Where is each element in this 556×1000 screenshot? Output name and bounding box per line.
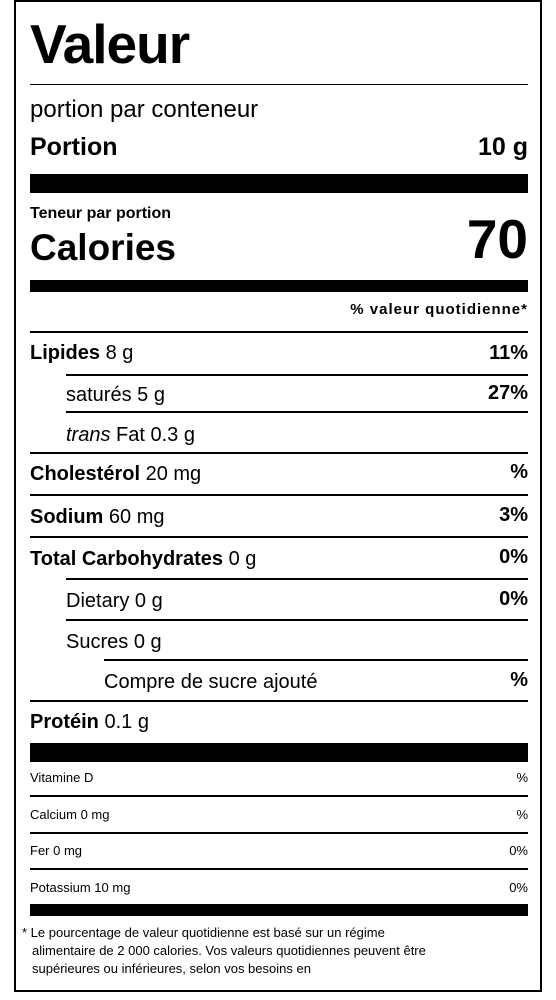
daily-value-header: % valeur quotidienne* (350, 301, 528, 318)
divider (104, 659, 528, 661)
nutrient-row-dietary-fiber: Dietary 0 g (66, 589, 163, 613)
divider (30, 331, 528, 333)
divider (30, 700, 528, 702)
nutrient-amount: 5 g (137, 384, 165, 406)
nutrient-name: Compre de sucre ajouté (104, 671, 318, 693)
nutrient-amount: 0 g (133, 631, 162, 653)
nutrient-amount: 0 g (228, 548, 257, 570)
nutrient-row-cholesterol: Cholestérol 20 mg (30, 462, 201, 486)
divider (30, 868, 528, 870)
nutrient-row-protein: Protéin 0.1 g (30, 710, 149, 734)
label-title: Valeur (30, 13, 190, 75)
divider (30, 795, 528, 797)
thick-divider (30, 280, 528, 292)
divider (66, 619, 528, 621)
divider (30, 832, 528, 834)
nutrient-name: Lipides (30, 342, 101, 364)
divider (66, 374, 528, 376)
nutrient-amount: 60 mg (108, 506, 165, 528)
nutrient-row-carbohydrates: Total Carbohydrates 0 g (30, 547, 256, 571)
nutrient-dv: % (510, 669, 528, 691)
nutrient-row-trans: trans Fat 0.3 g (66, 423, 195, 447)
vitamin-name: Potassium 10 mg (30, 880, 131, 895)
nutrient-row-sodium: Sodium 60 mg (30, 505, 165, 529)
nutrition-facts-label: Valeur portion par conteneur Portion 10 … (14, 0, 542, 992)
divider (30, 494, 528, 496)
nutrient-name: Sucres (66, 631, 129, 653)
divider (66, 578, 528, 580)
nutrient-name: Dietary (66, 590, 130, 612)
nutrient-name: Protéin (30, 711, 99, 733)
calories-value: 70 (466, 208, 528, 270)
nutrient-row-added-sugars: Compre de sucre ajouté (104, 670, 317, 694)
divider (30, 536, 528, 538)
nutrient-amount: 0.1 g (104, 711, 149, 733)
thick-divider (30, 743, 528, 762)
nutrient-name: Total Carbohydrates (30, 548, 223, 570)
serving-size-value: 10 g (477, 133, 528, 161)
nutrient-amount: 8 g (105, 342, 134, 364)
footnote-line: alimentaire de 2 000 calories. Vos valeu… (32, 943, 426, 958)
nutrient-dv: 27% (487, 382, 528, 404)
footnote-line: supérieures ou inférieures, selon vos be… (32, 961, 311, 976)
amount-per-serving: Teneur par portion (30, 205, 172, 222)
nutrient-amount: 0 g (134, 590, 163, 612)
vitamin-dv: 0% (509, 880, 528, 895)
nutrient-name: saturés (66, 384, 132, 406)
nutrient-dv: 0% (499, 546, 528, 568)
nutrient-row-fat: Lipides 8 g (30, 341, 133, 365)
divider (30, 84, 528, 85)
footnote: * Le pourcentage de valeur quotidienne e… (22, 924, 522, 978)
thick-divider (30, 174, 528, 193)
nutrient-name: trans (66, 424, 111, 446)
vitamin-name: Fer 0 mg (30, 843, 83, 858)
nutrient-dv: 11% (489, 342, 528, 364)
vitamin-dv: % (516, 770, 528, 785)
serving-size-label: Portion (30, 133, 118, 161)
vitamin-dv: % (516, 807, 528, 822)
nutrient-dv: 0% (499, 588, 528, 610)
nutrient-dv: 3% (499, 504, 528, 526)
nutrient-row-sugars: Sucres 0 g (66, 630, 162, 654)
divider (30, 452, 528, 454)
divider (66, 411, 528, 413)
vitamin-name: Vitamine D (30, 770, 94, 785)
footnote-line: * Le pourcentage de valeur quotidienne e… (22, 925, 385, 940)
vitamin-dv: 0% (509, 843, 528, 858)
nutrient-amount: Fat 0.3 g (116, 424, 195, 446)
nutrient-amount: 20 mg (145, 463, 202, 485)
servings-per-container: portion par conteneur (30, 96, 259, 123)
nutrient-row-saturated: saturés 5 g (66, 383, 165, 407)
vitamin-name: Calcium 0 mg (30, 807, 110, 822)
thick-divider (30, 904, 528, 916)
calories-label: Calories (30, 227, 177, 268)
nutrient-name: Sodium (30, 506, 104, 528)
nutrient-name: Cholestérol (30, 463, 141, 485)
nutrient-dv: % (510, 461, 528, 483)
